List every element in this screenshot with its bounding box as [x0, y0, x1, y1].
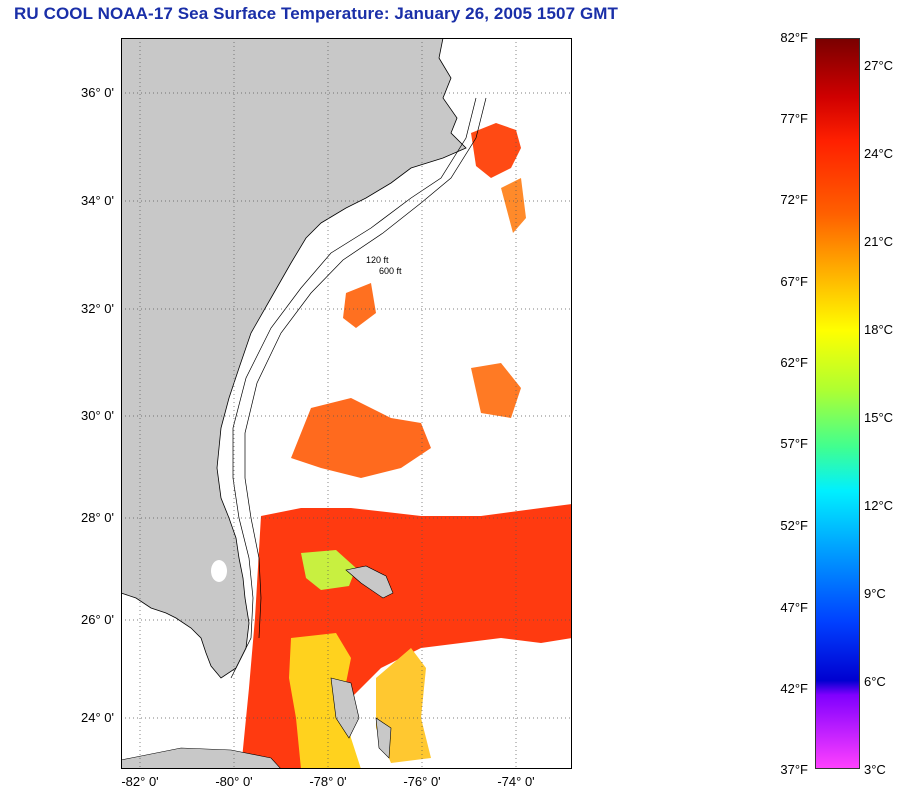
lat-label-30: 30° 0' — [81, 408, 114, 423]
offshore-warm-patch-2 — [343, 283, 376, 328]
sst-map: 120 ft 600 ft — [121, 38, 572, 769]
bahamas-shelf-yellow — [289, 633, 361, 769]
lon-label-76: -76° 0' — [403, 774, 441, 789]
colorbar-f-42: 42°F — [780, 681, 808, 696]
lat-label-34: 34° 0' — [81, 193, 114, 208]
colorbar-f-67: 67°F — [780, 274, 808, 289]
bahamas-shelf-green — [301, 550, 356, 590]
colorbar-f-52: 52°F — [780, 518, 808, 533]
lake-okeechobee — [211, 560, 227, 582]
colorbar-f-37: 37°F — [780, 762, 808, 777]
colorbar-c-12: 12°C — [864, 498, 894, 513]
lat-label-26: 26° 0' — [81, 612, 114, 627]
offshore-warm-patch — [291, 398, 431, 478]
depth-contour-600ft — [244, 97, 487, 639]
lon-label-78: -78° 0' — [309, 774, 347, 789]
colorbar-c-27: 27°C — [864, 58, 894, 73]
cuba-land — [121, 747, 282, 769]
map-title: RU COOL NOAA-17 Sea Surface Temperature:… — [14, 4, 619, 23]
contour-label-120: 120 ft — [366, 255, 389, 265]
lat-label-32: 32° 0' — [81, 301, 114, 316]
offshore-patch-4 — [471, 363, 521, 418]
bahamas-islands — [330, 565, 394, 759]
depth-contour-120ft — [230, 97, 477, 679]
offshore-patch-3 — [501, 178, 526, 233]
lat-label-28: 28° 0' — [81, 510, 114, 525]
colorbar-f-62: 62°F — [780, 355, 808, 370]
colorbar-c-18: 18°C — [864, 322, 894, 337]
colorbar-c-3: 3°C — [864, 762, 886, 777]
temperature-colorbar — [815, 38, 860, 769]
colorbar-c-21: 21°C — [864, 234, 894, 249]
colorbar-c-6: 6°C — [864, 674, 886, 689]
colorbar-f-47: 47°F — [780, 600, 808, 615]
lon-label-80: -80° 0' — [215, 774, 253, 789]
colorbar-c-24: 24°C — [864, 146, 894, 161]
land-mainland — [121, 38, 467, 679]
lat-label-36: 36° 0' — [81, 85, 114, 100]
contour-label-600: 600 ft — [379, 266, 402, 276]
lon-label-74: -74° 0' — [497, 774, 535, 789]
colorbar-f-72: 72°F — [780, 192, 808, 207]
map-border — [121, 38, 572, 769]
northern-warm-patch — [471, 123, 521, 178]
lon-label-82: -82° 0' — [121, 774, 159, 789]
colorbar-c-9: 9°C — [864, 586, 886, 601]
colorbar-f-57: 57°F — [780, 436, 808, 451]
colorbar-f-82: 82°F — [780, 30, 808, 45]
colorbar-f-77: 77°F — [780, 111, 808, 126]
colorbar-c-15: 15°C — [864, 410, 894, 425]
lat-label-24: 24° 0' — [81, 710, 114, 725]
